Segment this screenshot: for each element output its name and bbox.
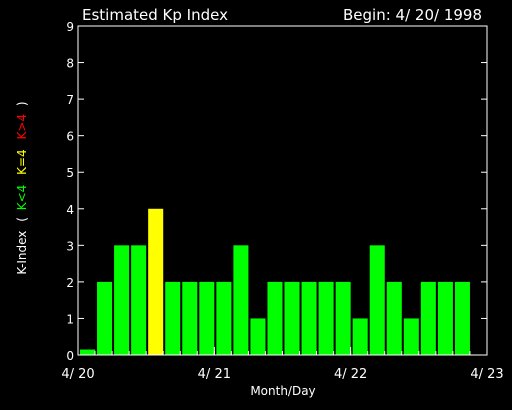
chart-title: Estimated Kp Index — [82, 6, 228, 24]
kp-bar — [386, 281, 402, 355]
y-tick-label: 1 — [66, 312, 74, 326]
kp-bar — [267, 281, 283, 355]
kp-bar — [437, 281, 453, 355]
y-axis: 0 1 2 3 4 5 6 7 8 9 — [66, 20, 487, 363]
kp-bar — [80, 349, 96, 355]
y-axis-label-equal4: K=4 — [15, 149, 29, 175]
y-axis-label-open: ( — [15, 217, 29, 222]
kp-bar — [148, 208, 164, 355]
y-tick-label: 3 — [66, 239, 74, 253]
y-axis-label: K-Index ( K<4 K=4 K>4 ) — [15, 101, 29, 274]
y-tick-label: 7 — [66, 93, 74, 107]
x-tick-label: 4/ 21 — [198, 367, 231, 382]
y-tick-label: 5 — [66, 166, 74, 180]
kp-bar — [114, 245, 130, 355]
kp-bar — [233, 245, 249, 355]
y-tick-label: 9 — [66, 20, 74, 34]
kp-bar — [97, 281, 113, 355]
x-axis-label: Month/Day — [250, 384, 315, 398]
kp-bar — [454, 281, 470, 355]
kp-bar — [216, 281, 232, 355]
kp-bar — [420, 281, 436, 355]
kp-bar — [250, 318, 266, 355]
kp-bar — [165, 281, 181, 355]
kp-bar — [369, 245, 385, 355]
y-axis-label-above4: K>4 — [15, 114, 29, 140]
y-tick-label: 6 — [66, 130, 74, 144]
y-axis-label-prefix: K-Index — [15, 231, 29, 275]
begin-date-label: Begin: 4/ 20/ 1998 — [343, 6, 482, 24]
x-tick-label: 4/ 23 — [470, 367, 503, 382]
bars-group — [80, 208, 470, 355]
y-tick-label: 8 — [66, 57, 74, 71]
kp-bar — [131, 245, 147, 355]
kp-bar — [284, 281, 300, 355]
y-axis-label-close: ) — [15, 101, 29, 106]
x-axis: 4/ 20 4/ 21 4/ 22 4/ 23 — [61, 347, 504, 382]
kp-bar — [352, 318, 368, 355]
kp-bar — [182, 281, 198, 355]
y-tick-label: 0 — [66, 349, 74, 363]
y-axis-label-below4: K<4 — [15, 185, 29, 211]
kp-bar — [301, 281, 317, 355]
kp-bar — [318, 281, 334, 355]
x-tick-label: 4/ 20 — [61, 367, 94, 382]
y-tick-label: 2 — [66, 276, 74, 290]
y-tick-label: 4 — [66, 203, 74, 217]
x-tick-label: 4/ 22 — [334, 367, 367, 382]
kp-bar — [199, 281, 215, 355]
kp-bar — [335, 281, 351, 355]
kp-bar — [403, 318, 419, 355]
